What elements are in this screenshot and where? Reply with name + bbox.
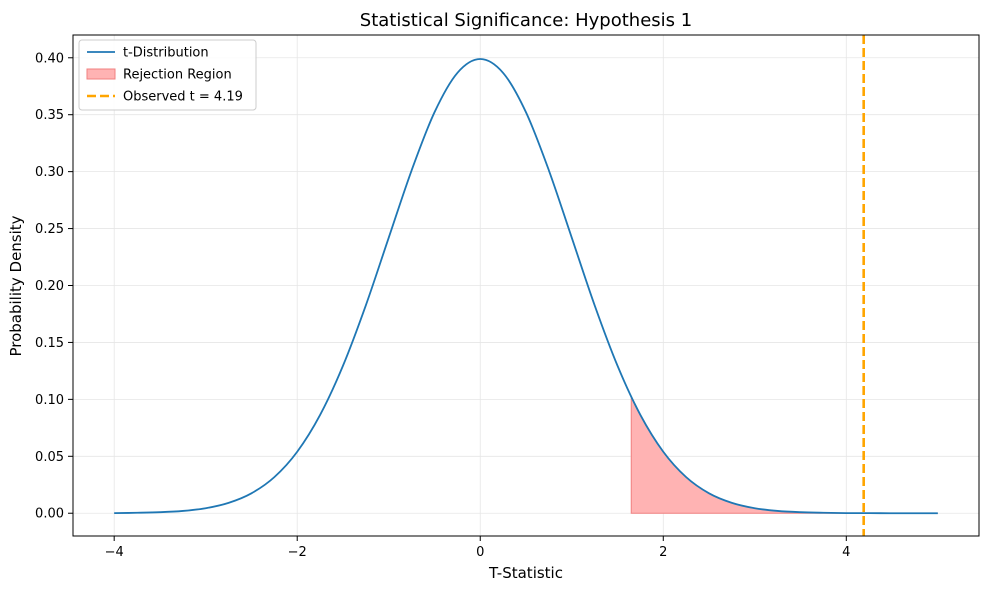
grid (73, 35, 979, 536)
legend-label: Observed t = 4.19 (123, 90, 243, 105)
x-tick-label: −2 (288, 545, 307, 560)
plot-area (114, 35, 938, 536)
y-tick-label: 0.10 (35, 393, 64, 408)
x-tick-label: 2 (659, 545, 667, 560)
legend-label: Rejection Region (123, 68, 232, 83)
y-tick-label: 0.40 (35, 51, 64, 66)
y-tick-label: 0.35 (35, 108, 64, 123)
legend-swatch-area (86, 68, 116, 80)
y-tick-label: 0.00 (35, 507, 64, 522)
y-tick-label: 0.05 (35, 450, 64, 465)
x-axis-title: T-Statistic (488, 564, 563, 582)
legend-label: t-Distribution (123, 46, 209, 61)
y-tick-label: 0.20 (35, 279, 64, 294)
y-tick-label: 0.15 (35, 336, 64, 351)
legend: t-Distribution Rejection Region Observed t… (78, 39, 257, 111)
rejection-region-area (630, 396, 938, 514)
x-tick-label: −4 (105, 545, 124, 560)
y-tick-label: 0.30 (35, 165, 64, 180)
y-tick-label: 0.25 (35, 222, 64, 237)
x-tick-label: 0 (476, 545, 484, 560)
x-tick-label: 4 (842, 545, 850, 560)
t-distribution-line (114, 58, 938, 515)
axis-ticks: −4 −2 0 2 4 0.00 0.05 0.10 0.15 0.20 0.25 0.30 0.35 0… (35, 51, 850, 560)
chart-title: Statistical Significance: Hypothesis 1 (360, 10, 692, 31)
y-axis-title: Probability Density (7, 215, 25, 356)
legend-box (78, 39, 257, 111)
